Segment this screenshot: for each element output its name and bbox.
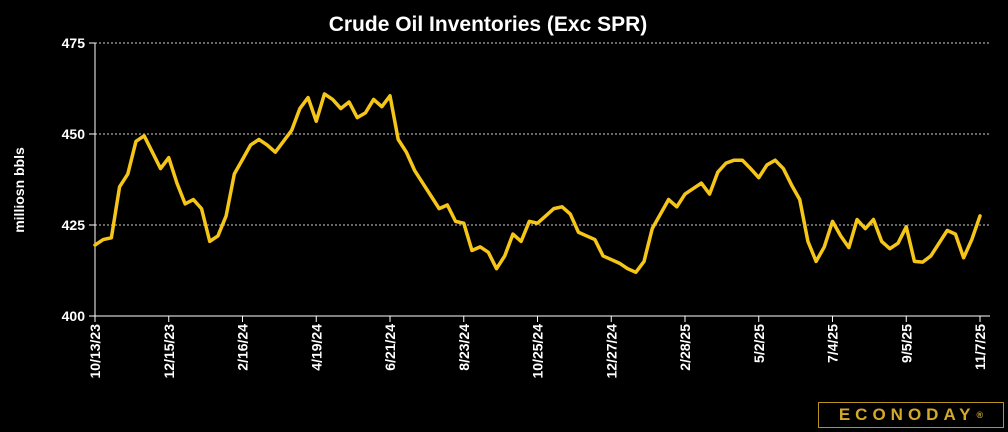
y-tick-label: 400 <box>62 308 86 324</box>
y-tick-label: 475 <box>62 35 86 51</box>
y-tick-label: 425 <box>62 217 86 233</box>
logo-registered-mark: ® <box>976 410 984 420</box>
x-tick-label: 7/4/25 <box>825 324 841 363</box>
x-tick-labels: 10/13/23 12/15/23 2/16/24 4/19/24 6/21/24 8/2… <box>87 324 988 379</box>
inventory-series-line <box>93 92 982 275</box>
x-tick-label: 12/27/24 <box>603 324 619 379</box>
logo-text: ECONODAY <box>838 405 976 424</box>
x-tick-label: 10/25/24 <box>530 324 546 379</box>
x-tick-label: 5/2/25 <box>751 324 767 363</box>
y-tick-labels: 400 425 450 475 <box>62 35 86 324</box>
x-tick-label: 11/7/25 <box>972 324 988 370</box>
x-tick-label: 2/28/25 <box>677 324 693 371</box>
grid-lines <box>95 42 990 226</box>
x-tick-label: 8/23/24 <box>456 324 472 371</box>
y-tick-label: 450 <box>62 126 86 142</box>
axes <box>89 42 990 322</box>
x-tick-label: 10/13/23 <box>87 324 103 379</box>
x-tick-label: 2/16/24 <box>235 324 251 371</box>
econoday-logo: ECONODAY ® <box>818 402 1004 428</box>
chart-title: Crude Oil Inventories (Exc SPR) <box>329 13 648 36</box>
x-tick-label: 12/15/23 <box>161 324 177 379</box>
y-axis-label: milliosn bbls <box>11 147 27 233</box>
x-tick-label: 9/5/25 <box>898 324 914 363</box>
x-tick-label: 6/21/24 <box>382 324 398 371</box>
x-tick-label: 4/19/24 <box>308 324 324 371</box>
